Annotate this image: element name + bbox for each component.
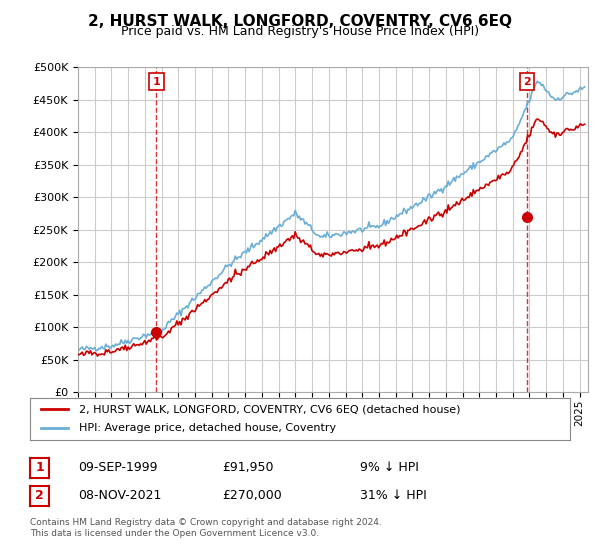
Text: 08-NOV-2021: 08-NOV-2021 <box>78 489 161 502</box>
Text: 2: 2 <box>523 77 531 87</box>
Text: Contains HM Land Registry data © Crown copyright and database right 2024.
This d: Contains HM Land Registry data © Crown c… <box>30 518 382 538</box>
Text: Price paid vs. HM Land Registry's House Price Index (HPI): Price paid vs. HM Land Registry's House … <box>121 25 479 38</box>
Text: 1: 1 <box>152 77 160 87</box>
Text: £91,950: £91,950 <box>222 461 274 474</box>
Text: 2: 2 <box>35 489 44 502</box>
Text: 2, HURST WALK, LONGFORD, COVENTRY, CV6 6EQ: 2, HURST WALK, LONGFORD, COVENTRY, CV6 6… <box>88 14 512 29</box>
Text: HPI: Average price, detached house, Coventry: HPI: Average price, detached house, Cove… <box>79 423 336 433</box>
Text: 2, HURST WALK, LONGFORD, COVENTRY, CV6 6EQ (detached house): 2, HURST WALK, LONGFORD, COVENTRY, CV6 6… <box>79 404 460 414</box>
Text: 09-SEP-1999: 09-SEP-1999 <box>78 461 157 474</box>
Text: £270,000: £270,000 <box>222 489 282 502</box>
Text: 1: 1 <box>35 461 44 474</box>
Text: 9% ↓ HPI: 9% ↓ HPI <box>360 461 419 474</box>
Text: 31% ↓ HPI: 31% ↓ HPI <box>360 489 427 502</box>
